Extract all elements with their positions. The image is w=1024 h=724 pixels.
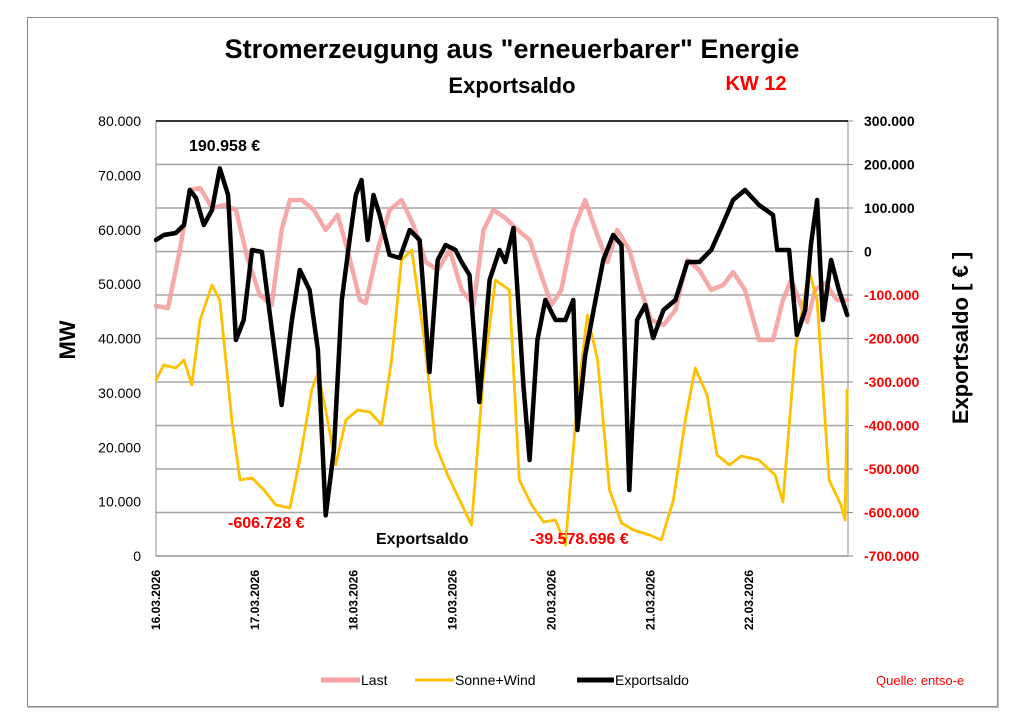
x-axis-ticks: 16.03.2026 17.03.2026 18.03.2026 19.03.2026… xyxy=(149,570,756,630)
y2-tick-label: 100.000 xyxy=(864,200,915,216)
x-tick-label: 20.03.2026 xyxy=(544,570,558,630)
annotation-total-label: Exportsaldo xyxy=(376,531,469,548)
series-line-exportsaldo xyxy=(153,166,850,518)
y-tick-label: 0 xyxy=(133,548,141,564)
y-axis-label: MW xyxy=(55,320,80,359)
y2-tick-label: -100.000 xyxy=(864,287,919,303)
y2-tick-label: -400.000 xyxy=(864,418,919,434)
chart-title: Stromerzeugung aus "erneuerbarer" Energi… xyxy=(225,34,800,64)
y-tick-label: 20.000 xyxy=(98,439,141,455)
legend-label-sonne-wind: Sonne+Wind xyxy=(455,672,536,688)
x-tick-label: 17.03.2026 xyxy=(248,570,262,630)
gridlines xyxy=(156,120,848,557)
x-tick-label: 21.03.2026 xyxy=(643,570,657,630)
series-line-last xyxy=(153,185,850,343)
x-tick-label: 18.03.2026 xyxy=(347,570,361,630)
legend-label-last: Last xyxy=(361,672,388,688)
legend-label-exportsaldo: Exportsaldo xyxy=(615,672,689,688)
y-tick-label: 10.000 xyxy=(98,494,141,510)
y2-tick-label: 300.000 xyxy=(864,113,915,129)
right-axis-ticks: -700.000 -600.000 -500.000 -400.000 -300.000… xyxy=(848,113,919,564)
legend: Last Sonne+Wind Exportsaldo xyxy=(321,672,689,688)
y-tick-label: 60.000 xyxy=(98,222,141,238)
y2-tick-label: -200.000 xyxy=(864,331,919,347)
y2-tick-label: 0 xyxy=(864,244,872,260)
y-tick-label: 70.000 xyxy=(98,167,141,183)
left-axis-ticks: 0 10.000 20.000 30.000 40.000 50.000 60.000 70.… xyxy=(98,113,141,564)
y2-tick-label: -300.000 xyxy=(864,374,919,390)
series-line-sonne-wind xyxy=(154,248,849,547)
x-tick-label: 16.03.2026 xyxy=(149,570,163,630)
y2-tick-label: -700.000 xyxy=(864,548,919,564)
x-tick-label: 19.03.2026 xyxy=(446,570,460,630)
y2-tick-label: 200.000 xyxy=(864,157,915,173)
source-label: Quelle: entso-e xyxy=(876,673,964,688)
y2-tick-label: -500.000 xyxy=(864,461,919,477)
x-tick-label: 22.03.2026 xyxy=(742,570,756,630)
y-tick-label: 40.000 xyxy=(98,331,141,347)
annotation-total-value: -39.578.696 € xyxy=(530,531,629,548)
y2-axis-label: Exportsaldo [ € ] xyxy=(948,252,973,424)
y-tick-label: 30.000 xyxy=(98,385,141,401)
annotation-max: 190.958 € xyxy=(189,138,260,155)
y-tick-label: 80.000 xyxy=(98,113,141,129)
y2-tick-label: -600.000 xyxy=(864,505,919,521)
y-tick-label: 50.000 xyxy=(98,276,141,292)
week-label: KW 12 xyxy=(725,73,786,95)
series-group xyxy=(153,166,850,547)
annotation-min: -606.728 € xyxy=(228,515,305,532)
chart-subtitle: Exportsaldo xyxy=(448,73,575,98)
